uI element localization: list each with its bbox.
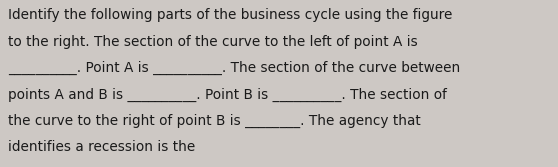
Text: __________. Point A is __________. The section of the curve between: __________. Point A is __________. The s…	[8, 61, 460, 75]
Text: Identify the following parts of the business cycle using the figure: Identify the following parts of the busi…	[8, 8, 453, 22]
Text: points A and B is __________. Point B is __________. The section of: points A and B is __________. Point B is…	[8, 88, 448, 102]
Text: the curve to the right of point B is ________. The agency that: the curve to the right of point B is ___…	[8, 114, 421, 128]
Text: to the right. The section of the curve to the left of point A is: to the right. The section of the curve t…	[8, 35, 418, 49]
Text: identifies a recession is the: identifies a recession is the	[8, 140, 196, 154]
